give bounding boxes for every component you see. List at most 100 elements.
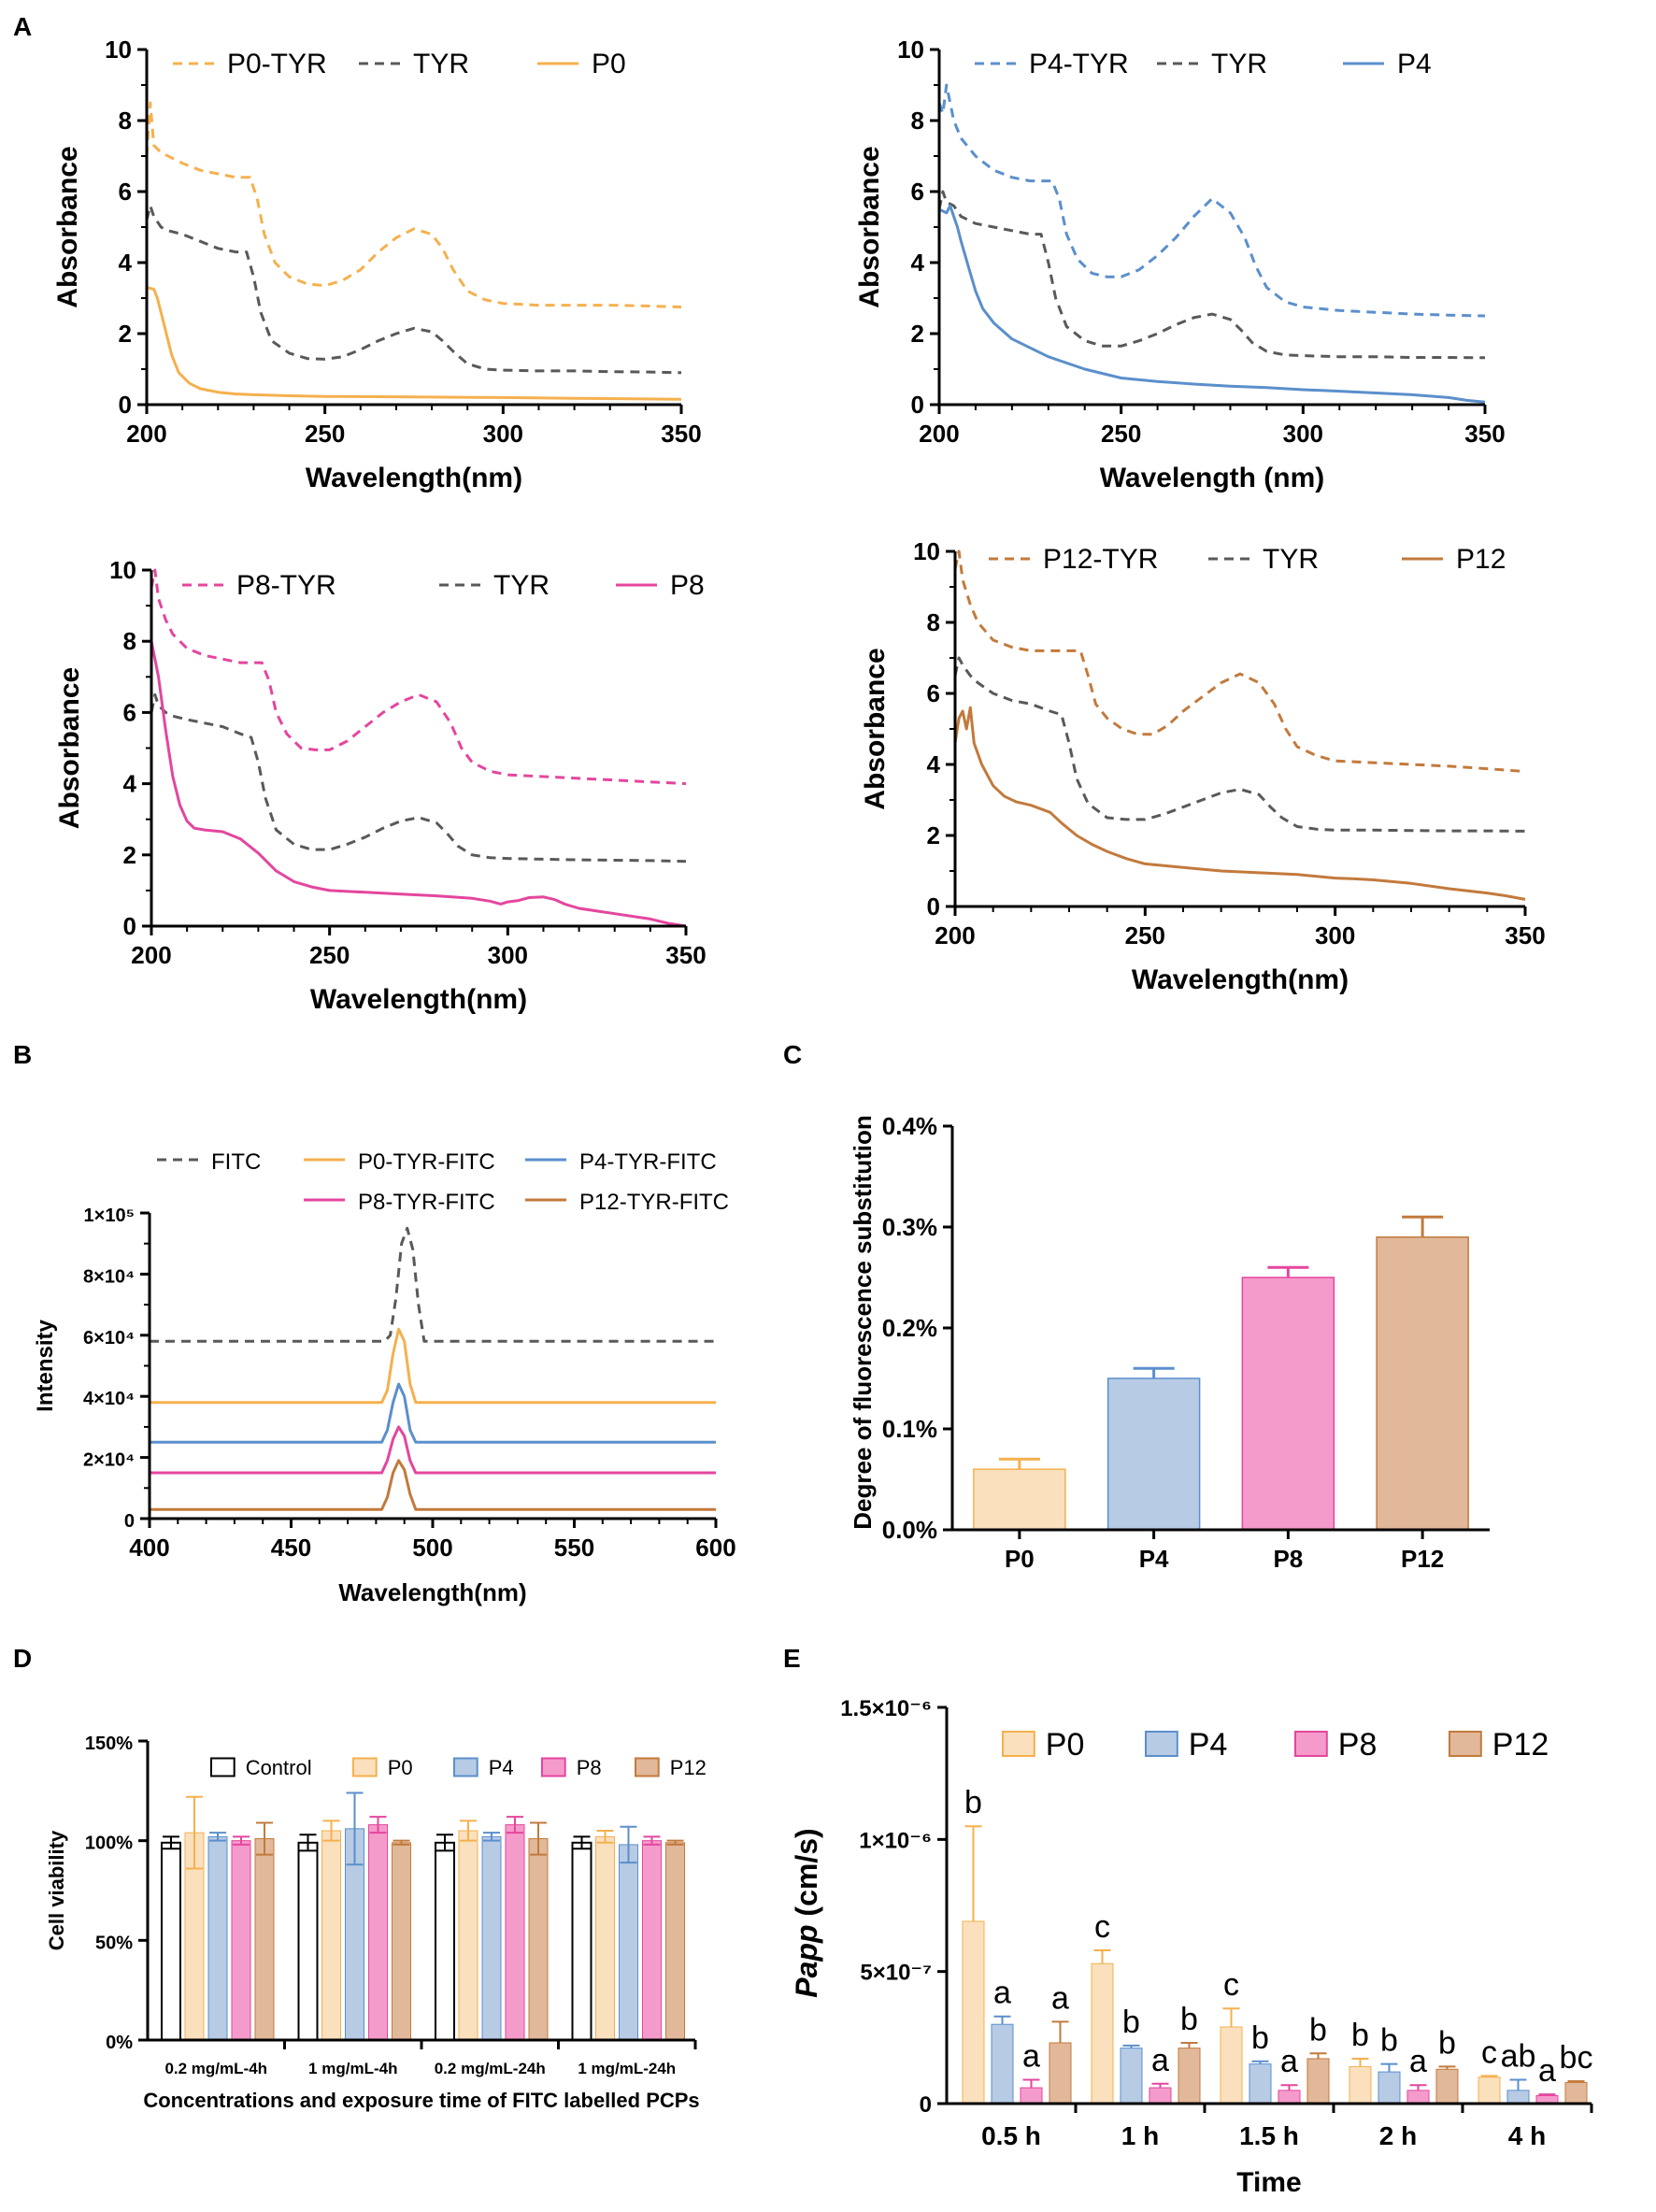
y-tick-label: 1×10⁻⁶ xyxy=(859,1828,932,1853)
bar-p4 xyxy=(1120,2048,1143,2105)
x-axis-label: Wavelength (nm) xyxy=(1100,463,1325,493)
legend-swatch xyxy=(1002,1731,1035,1757)
bar-p12 xyxy=(528,1838,549,2041)
x-tick-label: 1 h xyxy=(1121,2121,1159,2150)
bar-p12 xyxy=(392,1842,411,2041)
y-tick-label: 8 xyxy=(911,107,924,135)
panel-label-c: C xyxy=(783,1040,802,1069)
y-axis-label-italic: Papp xyxy=(790,1924,823,1997)
series-line-p12-tyr-fitc xyxy=(150,1459,716,1511)
bar-p8 xyxy=(1406,2090,1430,2105)
bar-p4 xyxy=(1106,1377,1201,1531)
bar-p12 xyxy=(1178,2048,1201,2105)
y-tick-label: 0 xyxy=(927,892,940,920)
panel-label-b: B xyxy=(13,1040,32,1069)
x-tick-label: 350 xyxy=(661,420,701,448)
y-axis-label: Absorbance xyxy=(860,648,891,809)
x-tick-label: P8 xyxy=(1273,1545,1303,1573)
legend-label: P8-TYR xyxy=(236,570,336,601)
legend-label: P12 xyxy=(1456,544,1506,575)
x-tick-label: 300 xyxy=(1315,921,1355,949)
bar-p0 xyxy=(973,1468,1066,1531)
x-tick-label: 1.5 h xyxy=(1239,2121,1299,2150)
y-tick-label: 0 xyxy=(123,912,136,940)
legend-label: P8 xyxy=(1338,1727,1378,1762)
y-tick-label: 2 xyxy=(119,320,132,348)
significance-letter: b xyxy=(1309,2012,1327,2048)
legend-label: Control xyxy=(246,1756,312,1779)
legend-swatch xyxy=(541,1757,566,1777)
legend-label: P0-TYR xyxy=(227,49,327,79)
panel-label-a: A xyxy=(13,12,32,41)
bar-p4 xyxy=(619,1844,638,2041)
x-tick-label: 250 xyxy=(305,420,345,448)
legend-label: P0 xyxy=(592,49,626,79)
legend-label: P4-TYR xyxy=(1029,49,1129,79)
x-axis-label: Concentrations and exposure time of FITC… xyxy=(143,2089,699,2112)
legend-label: TYR xyxy=(1211,49,1267,79)
bar-p12 xyxy=(665,1842,685,2041)
bar-p4 xyxy=(207,1835,228,2041)
chart-absorbance-p0: 0 2 4 6 8 10 200 250 300 350 P0-TYR TYR P0 Wavelength… xyxy=(52,36,702,493)
x-tick-label: 1 mg/mL-24h xyxy=(578,2060,676,2077)
x-tick-label: 1 mg/mL-4h xyxy=(308,2060,397,2077)
x-axis-label: Wavelength(nm) xyxy=(338,1578,526,1606)
bar-p12 xyxy=(1435,2068,1459,2105)
legend-label: P0 xyxy=(388,1756,413,1779)
x-tick-label: 0.2 mg/mL-4h xyxy=(164,2060,267,2077)
legend-label: P12 xyxy=(670,1756,707,1779)
legend-label: P4 xyxy=(1397,49,1432,79)
y-tick-label: 6 xyxy=(123,698,136,726)
series-line-p4 xyxy=(938,204,1486,404)
y-tick-label: 6 xyxy=(911,178,924,206)
series-line-tyr xyxy=(953,656,1526,833)
y-tick-label: 150% xyxy=(85,1734,133,1754)
bar-p0 xyxy=(321,1830,341,2041)
y-axis-label: Degree of fluorescence substitution xyxy=(849,1115,877,1530)
significance-letter: a xyxy=(1151,2043,1169,2078)
x-tick-label: 500 xyxy=(412,1534,452,1562)
x-tick-label: P0 xyxy=(1005,1545,1035,1573)
y-tick-label: 2 xyxy=(123,841,136,869)
legend-swatch xyxy=(453,1757,478,1777)
series-line-p4-tyr xyxy=(937,83,1486,318)
y-axis-label: Absorbance xyxy=(54,667,85,829)
bar-control xyxy=(435,1841,455,2042)
y-tick-label: 0 xyxy=(911,391,924,419)
series-line-p0-tyr-fitc xyxy=(150,1327,716,1405)
y-axis-label: Intensity xyxy=(33,1320,58,1412)
significance-letter: b xyxy=(1380,2023,1398,2059)
x-tick-label: 450 xyxy=(271,1534,311,1562)
y-tick-label: 4 xyxy=(927,750,941,778)
y-tick-label: 8 xyxy=(123,627,136,655)
bar-p0 xyxy=(595,1835,615,2041)
legend-label: P8 xyxy=(577,1756,602,1779)
x-tick-label: 200 xyxy=(919,420,959,448)
y-tick-label: 0 xyxy=(124,1511,135,1532)
y-tick-label: 0.2% xyxy=(882,1314,937,1342)
x-axis-label: Wavelength(nm) xyxy=(306,463,522,493)
bar-p0 xyxy=(962,1920,985,2105)
y-tick-label: 100% xyxy=(85,1834,133,1854)
legend-swatch xyxy=(352,1757,378,1777)
bar-p8 xyxy=(1278,2090,1301,2105)
significance-letter: b xyxy=(1122,2005,1140,2040)
legend-label: TYR xyxy=(1263,544,1319,575)
bar-control xyxy=(297,1841,319,2042)
bar-control xyxy=(161,1841,181,2042)
panel-label-e: E xyxy=(783,1644,801,1673)
series-line-tyr xyxy=(145,204,682,375)
x-tick-label: 400 xyxy=(129,1534,169,1562)
bar-p8 xyxy=(231,1840,251,2041)
y-tick-label: 2×10⁴ xyxy=(83,1450,135,1471)
significance-letter: b xyxy=(1251,2020,1269,2056)
y-tick-label: 6×10⁴ xyxy=(83,1328,135,1349)
x-tick-label: P12 xyxy=(1401,1545,1444,1573)
x-tick-label: 4 h xyxy=(1508,2121,1546,2150)
x-tick-label: 0.2 mg/mL-24h xyxy=(435,2060,546,2077)
x-tick-label: 600 xyxy=(695,1534,735,1562)
bar-p0 xyxy=(1349,2065,1372,2105)
y-axis-label: Absorbance xyxy=(854,146,885,307)
bar-p12 xyxy=(1306,2058,1330,2105)
